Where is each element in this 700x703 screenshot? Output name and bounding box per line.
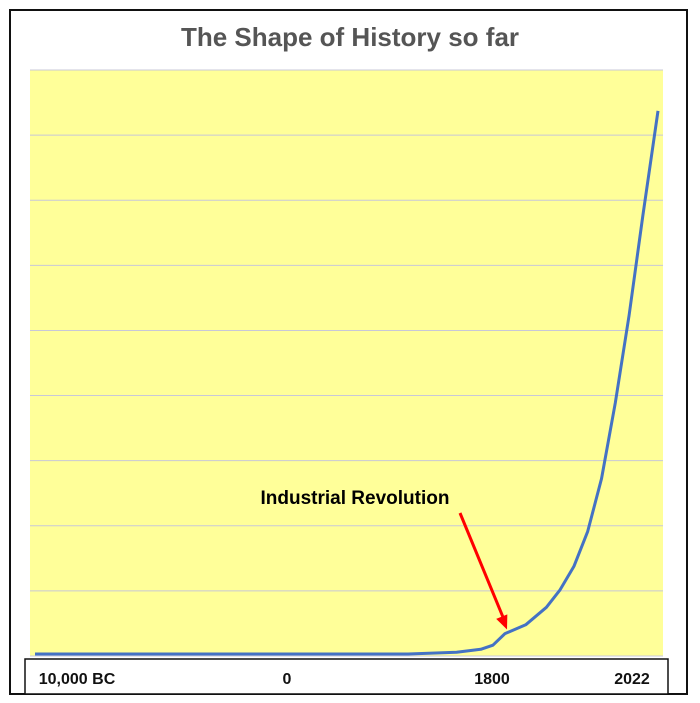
series-line [35, 110, 660, 656]
chart-title: The Shape of History so far [180, 22, 520, 52]
x-axis-ticks: 10,000 BC 0 1800 2022 [39, 671, 650, 688]
x-tick-label: 10,000 BC [39, 671, 116, 688]
x-tick-label: 0 [283, 671, 292, 688]
x-tick-label: 2022 [614, 671, 650, 688]
annotation-arrowhead [496, 614, 508, 630]
annotation-arrow [458, 512, 506, 621]
x-tick-label: 1800 [474, 671, 510, 688]
annotation-label: Industrial Revolution [261, 488, 450, 509]
plot-area [30, 70, 663, 656]
gridlines [30, 69, 663, 657]
x-axis-label-box [24, 658, 669, 695]
